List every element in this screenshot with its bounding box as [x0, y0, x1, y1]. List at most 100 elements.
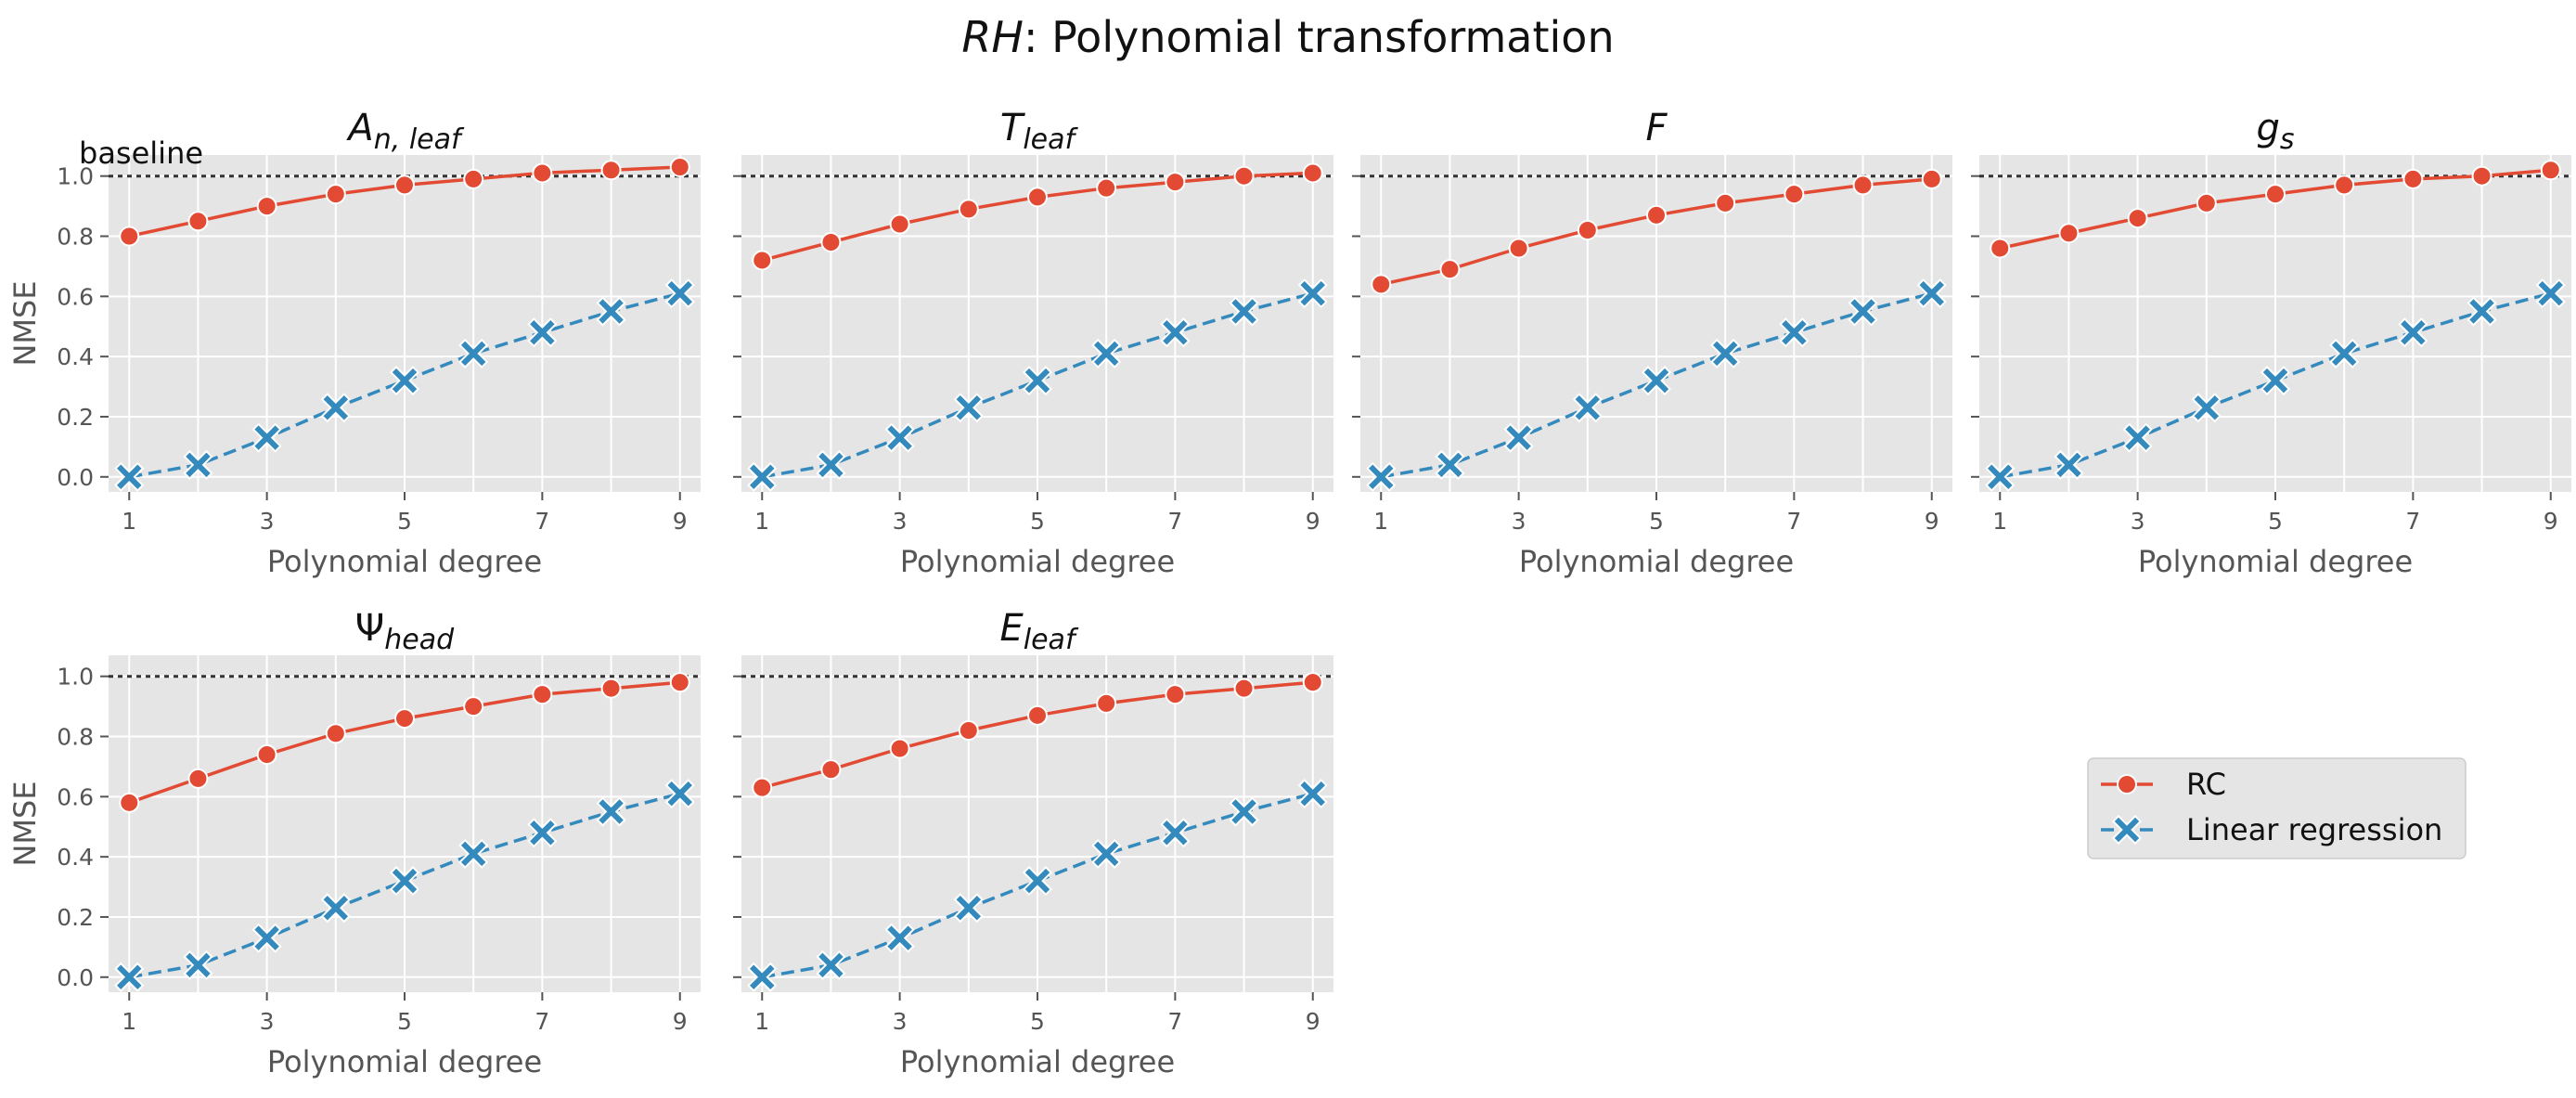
subplot-title-main: F — [1645, 107, 1668, 149]
rc-point — [600, 678, 622, 699]
x-tick-label: 1 — [122, 508, 136, 535]
linear-regression-point — [392, 868, 418, 894]
rc-point — [463, 696, 484, 717]
legend-box — [2087, 757, 2467, 859]
linear-regression-point — [2331, 341, 2357, 367]
subplot-4: 1 3 5 7 9 Polynomial degree gs — [1971, 107, 2571, 579]
rc-point — [187, 211, 209, 232]
linear-regression-point — [1575, 395, 1601, 420]
x-tick-label: 9 — [1306, 1008, 1320, 1035]
linear-regression-point — [254, 925, 279, 950]
rc-point — [889, 738, 910, 759]
linear-regression-point — [887, 925, 912, 950]
x-tick-label: 5 — [1649, 508, 1664, 535]
linear-regression-point — [2538, 280, 2563, 306]
panels: 0.0 0.2 0.4 0.6 0.8 1.0 1 3 5 7 9 Polynomial degree… — [7, 107, 2571, 1079]
legend-linear-marker — [2114, 817, 2140, 843]
subplot-title: Eleaf — [999, 607, 1078, 656]
y-tick-label: 0.6 — [57, 283, 94, 310]
linear-regression-point — [2469, 299, 2494, 324]
rc-point — [1852, 174, 1874, 196]
linear-regression-point — [392, 368, 418, 394]
rc-point — [119, 226, 140, 247]
rc-point — [1027, 187, 1048, 208]
subplot-title-sub: leaf — [1024, 624, 1079, 656]
linear-regression-point — [1437, 452, 1462, 478]
y-axis-label: NMSE — [7, 781, 43, 866]
x-tick-label: 5 — [1030, 1008, 1045, 1035]
rc-point — [2058, 223, 2080, 244]
rc-point — [1302, 672, 1323, 693]
linear-regression-point — [254, 425, 279, 450]
rc-point — [1096, 692, 1117, 714]
subplot-title-main: A — [345, 107, 373, 149]
linear-regression-point — [956, 896, 982, 921]
linear-regression-point — [323, 896, 349, 921]
x-tick-label: 9 — [2544, 508, 2558, 535]
rc-point — [119, 792, 140, 813]
x-tick-label: 3 — [260, 508, 275, 535]
legend-linear-label: Linear regression — [2186, 812, 2442, 847]
rc-point — [2402, 168, 2424, 189]
rc-point — [669, 156, 690, 177]
x-tick-label: 1 — [1992, 508, 2007, 535]
legend-rc-marker — [2117, 774, 2137, 794]
subplot-title-main: T — [1000, 107, 1026, 149]
x-axis-label: Polynomial degree — [900, 1044, 1175, 1079]
y-tick-label: 0.2 — [57, 904, 94, 931]
legend: RC Linear regression — [2087, 757, 2467, 859]
rc-point — [394, 174, 415, 196]
rc-point — [532, 684, 553, 705]
subplot-1: 0.0 0.2 0.4 0.6 0.8 1.0 1 3 5 7 9 Polynomial degree… — [7, 107, 701, 579]
linear-regression-point — [2125, 425, 2150, 450]
x-tick-label: 7 — [1167, 1008, 1182, 1035]
x-tick-label: 7 — [535, 508, 549, 535]
linear-regression-point — [1988, 464, 2013, 490]
rc-point — [1233, 678, 1255, 699]
linear-regression-point — [1231, 799, 1256, 824]
x-tick-label: 1 — [122, 1008, 136, 1035]
linear-regression-point — [1850, 299, 1875, 324]
x-tick-label: 9 — [1925, 508, 1939, 535]
rc-point — [1577, 220, 1598, 241]
rc-point — [958, 199, 979, 220]
x-tick-label: 3 — [260, 1008, 275, 1035]
subplot-title-main: Ψ — [355, 607, 384, 650]
linear-regression-point — [1163, 319, 1188, 345]
linear-regression-point — [667, 280, 692, 306]
linear-regression-point — [887, 425, 912, 450]
rc-point — [325, 723, 346, 744]
x-tick-label: 9 — [673, 1008, 688, 1035]
rc-point — [2265, 184, 2286, 205]
subplot-title-sub: s — [2280, 123, 2295, 156]
rc-point — [1027, 704, 1048, 726]
x-axis-label: Polynomial degree — [1519, 544, 1794, 579]
linear-regression-point — [750, 464, 775, 490]
x-tick-label: 1 — [754, 1008, 769, 1035]
x-tick-label: 5 — [397, 1008, 412, 1035]
rc-point — [394, 708, 415, 730]
legend-rc-label: RC — [2186, 767, 2226, 802]
linear-regression-point — [750, 964, 775, 990]
x-tick-label: 5 — [397, 508, 412, 535]
subplot-3: 1 3 5 7 9 Polynomial degree F — [1352, 107, 1952, 579]
x-tick-label: 7 — [1786, 508, 1801, 535]
figure-title-italic: RH — [961, 12, 1024, 62]
rc-point — [1165, 684, 1186, 705]
figure-title-rest: : Polynomial transformation — [1024, 12, 1615, 62]
y-axis-label: NMSE — [7, 280, 43, 366]
figure-title: RH: Polynomial transformation — [961, 12, 1614, 62]
x-tick-label: 3 — [893, 508, 908, 535]
subplot-title: gs — [2256, 107, 2294, 156]
y-tick-label: 1.0 — [57, 664, 94, 691]
linear-regression-point — [186, 952, 211, 978]
rc-point — [2540, 160, 2561, 181]
rc-point — [1439, 259, 1461, 280]
y-tick-label: 0.0 — [57, 464, 94, 491]
subplot-title: Ψhead — [355, 607, 455, 656]
linear-regression-point — [530, 319, 555, 345]
x-tick-label: 3 — [2131, 508, 2145, 535]
linear-regression-point — [1093, 841, 1119, 867]
linear-regression-point — [1093, 341, 1119, 367]
